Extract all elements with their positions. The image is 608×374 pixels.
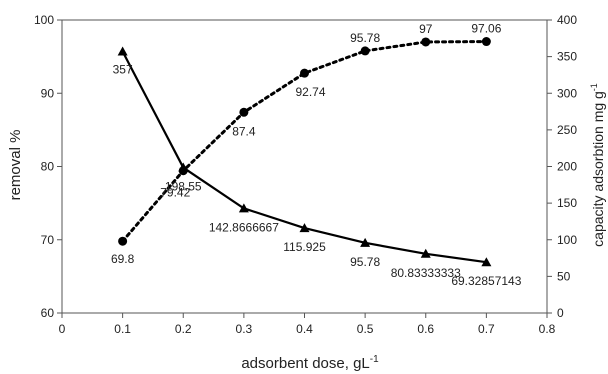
data-label: 69.8: [111, 252, 135, 266]
y-right-tick-label: 250: [557, 123, 577, 137]
data-point-triangle: [299, 223, 310, 233]
x-tick-label: 0.5: [357, 322, 374, 336]
tick-labels: 0 0.1 0.2 0.3 0.4 0.5 0.6 0.7 0.8 60 70 80 90 100 0 50 1…: [34, 13, 577, 336]
y-left-tick-label: 70: [41, 233, 55, 247]
x-tick-label: 0.8: [539, 322, 556, 336]
data-label: 87.4: [232, 124, 256, 138]
data-label: 95.78: [350, 31, 380, 45]
data-point-circle: [118, 236, 128, 246]
y-left-tick-label: 90: [41, 86, 55, 100]
y-axis-label-right: capacity adsorbtion mg g-1: [589, 83, 606, 247]
data-label: 357: [113, 62, 133, 76]
plot-frame: [61, 19, 548, 314]
y-right-tick-label: 0: [557, 306, 564, 320]
y-right-tick-label: 150: [557, 196, 577, 210]
data-point-triangle: [420, 248, 431, 258]
y-right-tick-label: 300: [557, 86, 577, 100]
x-axis-label-text: adsorbent dose, gL: [241, 355, 369, 372]
data-label: 198.55: [165, 180, 202, 194]
y-axis-label-left: removal %: [7, 130, 24, 201]
data-point-circle: [481, 37, 491, 47]
y-right-tick-label: 200: [557, 160, 577, 174]
y-right-tick-label: 350: [557, 50, 577, 64]
x-tick-label: 0: [59, 322, 66, 336]
x-axis-label: adsorbent dose, gL-1: [241, 354, 379, 372]
data-point-triangle: [481, 257, 492, 267]
data-point-triangle: [178, 162, 189, 172]
x-tick-label: 0.4: [296, 322, 313, 336]
x-tick-label: 0.7: [478, 322, 495, 336]
data-point-circle: [239, 107, 249, 117]
axes: [57, 19, 552, 318]
data-label: 80.83333333: [391, 266, 461, 280]
x-tick-label: 0.6: [417, 322, 434, 336]
data-point-circle: [360, 46, 370, 56]
data-point-circle: [300, 68, 309, 78]
data-point-triangle: [238, 203, 249, 213]
x-tick-label: 0.1: [114, 322, 131, 336]
y-left-tick-label: 100: [34, 13, 54, 27]
data-point-triangle: [117, 46, 128, 56]
y-right-tick-label: 100: [557, 233, 577, 247]
x-tick-label: 0.3: [236, 322, 253, 336]
data-label: 97.06: [471, 22, 501, 36]
y-right-tick-label: 400: [557, 13, 577, 27]
x-tick-label: 0.2: [175, 322, 192, 336]
data-label: 95.78: [350, 255, 380, 269]
data-label: 79.42: [160, 186, 190, 200]
data-point-triangle: [360, 237, 371, 247]
data-label: 142.8666667: [209, 220, 279, 234]
data-point-circle: [421, 37, 431, 47]
data-label: 92.74: [295, 85, 325, 99]
data-label: 97: [419, 22, 433, 36]
y-axis-label-right-sup: -1: [589, 83, 599, 91]
data-label: 115.925: [283, 240, 326, 254]
y-axis-label-right-text: capacity adsorbtion mg g: [590, 91, 606, 247]
x-axis-label-sup: -1: [370, 354, 379, 365]
data-label: 69.32857143: [451, 274, 521, 288]
y-left-tick-label: 60: [41, 306, 55, 320]
series-layer: [117, 37, 492, 267]
y-right-tick-label: 50: [557, 269, 571, 283]
data-labels: 69.8 79.42 87.4 92.74 95.78 97 97.06 357 198.55 1…: [111, 22, 522, 289]
y-left-tick-label: 80: [41, 160, 55, 174]
